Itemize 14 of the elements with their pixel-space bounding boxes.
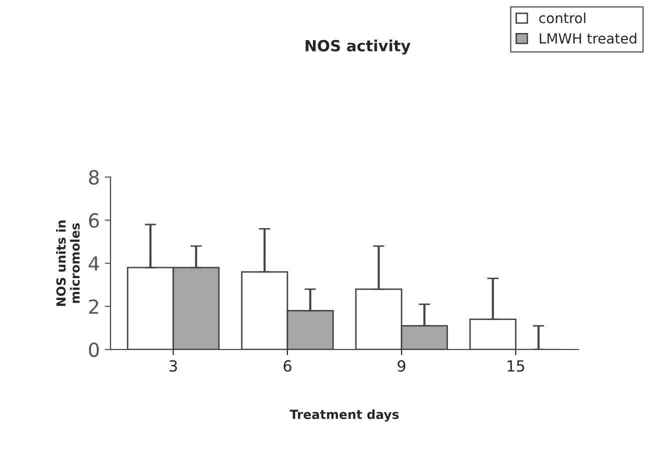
chart-title: NOS activity [306,40,410,55]
x-tick-label: 3 [170,360,177,372]
y-tick-label: 8 [89,170,99,185]
y-tick-label: 0 [88,342,99,358]
x-tick-label: 15 [508,360,524,372]
y-tick-label: 6 [89,213,99,228]
legend-label: LMWH treated [540,32,636,44]
y-tick-label: 4 [88,256,99,271]
legend-label: control [539,12,586,24]
x-tick-label: 9 [398,360,406,372]
y-tick-label: 2 [89,299,98,314]
x-axis-title: Treatment days [290,409,399,422]
y-axis-title: NOS units in micromoles [56,220,80,306]
x-tick-label: 6 [284,360,292,372]
